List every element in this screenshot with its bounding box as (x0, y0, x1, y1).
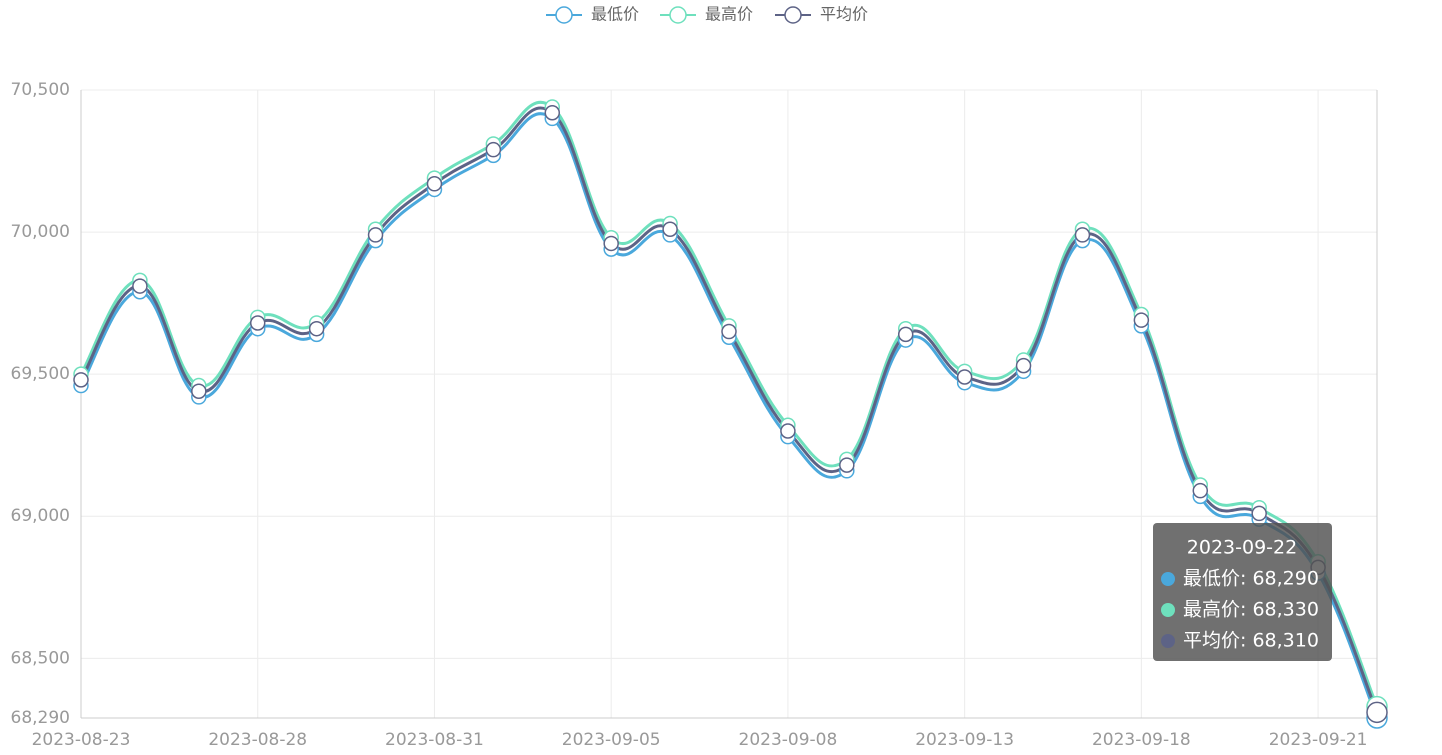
data-point (544, 104, 561, 121)
data-point (662, 221, 678, 237)
x-tick-label: 2023-09-13 (915, 730, 1014, 750)
data-point (721, 323, 737, 340)
data-point (308, 320, 325, 337)
legend-label: 最高价 (705, 5, 753, 24)
data-point (1015, 357, 1032, 374)
legend-icon (784, 6, 802, 24)
legend-icon (669, 6, 687, 24)
data-point (1192, 482, 1209, 499)
x-tick-label: 2023-08-23 (32, 730, 131, 750)
tooltip-row: 最低价: 68,290 (1183, 568, 1319, 590)
x-tick-label: 2023-09-21 (1269, 730, 1368, 750)
data-point (780, 423, 796, 439)
tooltip-title: 2023-09-22 (1187, 537, 1297, 559)
data-point (191, 383, 207, 399)
x-tick-label: 2023-08-31 (385, 730, 484, 750)
data-point (426, 176, 443, 192)
y-tick-label: 70,500 (11, 80, 70, 100)
tooltip-row: 平均价: 68,310 (1183, 630, 1319, 652)
x-tick-label: 2023-09-08 (739, 730, 838, 750)
legend-item: 最高价 (660, 5, 753, 24)
x-tick-label: 2023-09-05 (562, 730, 661, 750)
series-line (79, 106, 1379, 713)
legend-label: 最低价 (591, 5, 639, 24)
data-point (839, 457, 855, 473)
data-point (485, 141, 502, 158)
legend-item: 最低价 (546, 5, 639, 24)
legend-icon (555, 6, 573, 24)
data-point (249, 315, 266, 331)
tooltip-dot (1161, 603, 1175, 617)
y-tick-label: 69,500 (11, 364, 70, 384)
tooltip-dot (1161, 572, 1175, 586)
data-point (1133, 312, 1150, 328)
x-tick-label: 2023-08-28 (208, 730, 307, 750)
data-point (1366, 701, 1388, 724)
y-tick-label: 70,000 (11, 222, 70, 242)
data-point (1074, 227, 1091, 243)
data-point (132, 278, 148, 294)
data-point (897, 326, 914, 343)
data-point (1251, 505, 1267, 522)
tooltip-dot (1161, 634, 1175, 648)
series-line (79, 112, 1379, 719)
tooltip-row: 最高价: 68,330 (1183, 599, 1319, 621)
series-line (79, 100, 1379, 708)
tooltip: 2023-09-22 最低价: 68,290 最高价: 68,330 平均价: 68,… (1153, 523, 1332, 661)
data-point (367, 227, 384, 243)
y-tick-label: 69,000 (11, 506, 70, 526)
legend-item: 平均价 (775, 5, 868, 24)
y-tick-label: 68,290 (11, 708, 70, 728)
data-point (603, 235, 619, 252)
tooltip-box (1153, 523, 1332, 661)
legend-label: 平均价 (820, 5, 868, 24)
data-point (73, 372, 89, 388)
y-tick-label: 68,500 (11, 648, 70, 668)
x-tick-label: 2023-09-18 (1092, 730, 1191, 750)
data-point (956, 369, 973, 385)
